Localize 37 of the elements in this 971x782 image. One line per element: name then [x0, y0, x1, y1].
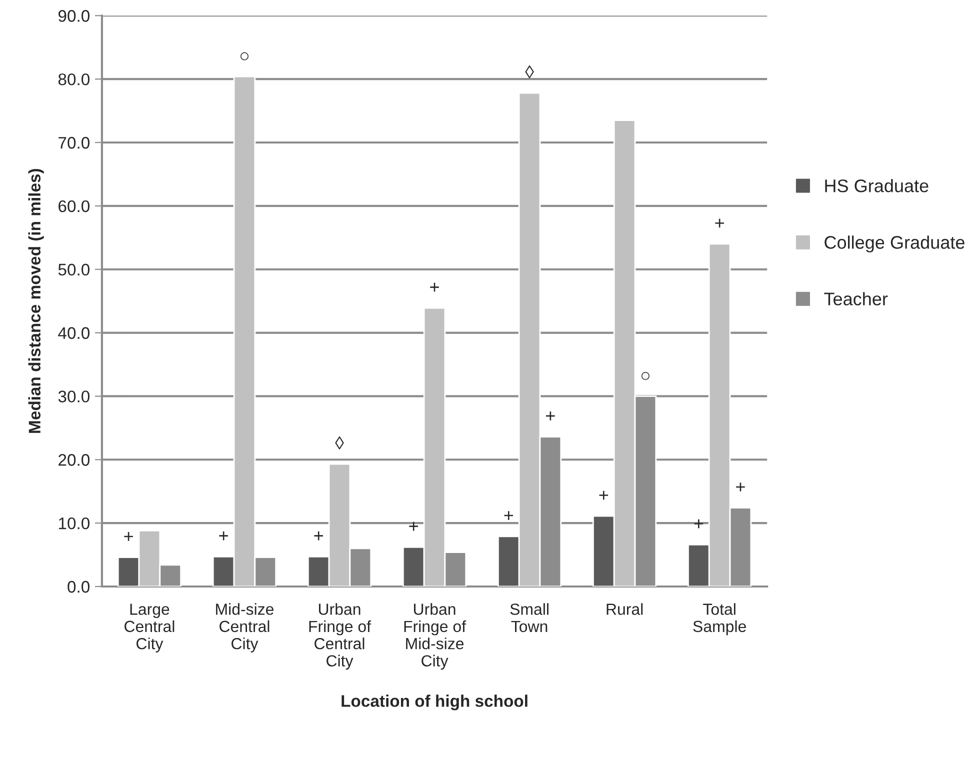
- data-label: +: [599, 490, 608, 500]
- x-tick-label: Mid-size Central City: [216, 603, 274, 652]
- x-tick-label: Large Central City: [124, 604, 174, 652]
- data-label: ◊: [335, 436, 344, 450]
- y-tick-label: 90.0: [58, 10, 90, 22]
- data-label: +: [124, 532, 133, 541]
- data-label: +: [736, 482, 745, 492]
- legend-label: HS Graduate: [825, 179, 928, 192]
- data-label: +: [694, 519, 704, 528]
- data-label: +: [715, 218, 724, 228]
- y-tick-label: 20.0: [58, 454, 90, 466]
- data-label: ○: [641, 372, 650, 380]
- y-tick-label: 50.0: [58, 264, 90, 276]
- legend-label: College Graduate: [824, 236, 964, 252]
- y-tick-label: 70.0: [58, 136, 90, 149]
- x-tick-label: Rural: [606, 603, 643, 615]
- data-label: +: [430, 282, 439, 292]
- y-axis-title: Median distance moved (in miles): [28, 168, 44, 433]
- y-tick-label: 80.0: [58, 73, 90, 86]
- y-tick-label: 10.0: [58, 517, 90, 530]
- legend-label: Teacher: [824, 292, 888, 306]
- data-label: +: [219, 531, 228, 540]
- data-label: ○: [240, 52, 248, 60]
- x-tick-label: Small Town: [510, 603, 548, 632]
- x-axis-title: Location of high school: [342, 694, 528, 710]
- data-label: +: [314, 531, 323, 540]
- x-tick-label: Urban Fringe of Central City: [309, 603, 372, 670]
- y-tick-label: 30.0: [58, 390, 90, 402]
- x-tick-label: Total Sample: [693, 603, 746, 636]
- y-tick-label: 60.0: [58, 200, 90, 212]
- data-label: +: [504, 511, 514, 520]
- data-label: ◊: [525, 65, 534, 78]
- data-label: +: [409, 522, 418, 531]
- x-tick-label: Urban Fringe of Mid-size City: [404, 603, 466, 670]
- data-label: +: [546, 412, 555, 420]
- y-tick-label: 40.0: [58, 327, 90, 339]
- y-tick-label: 0.0: [68, 580, 90, 593]
